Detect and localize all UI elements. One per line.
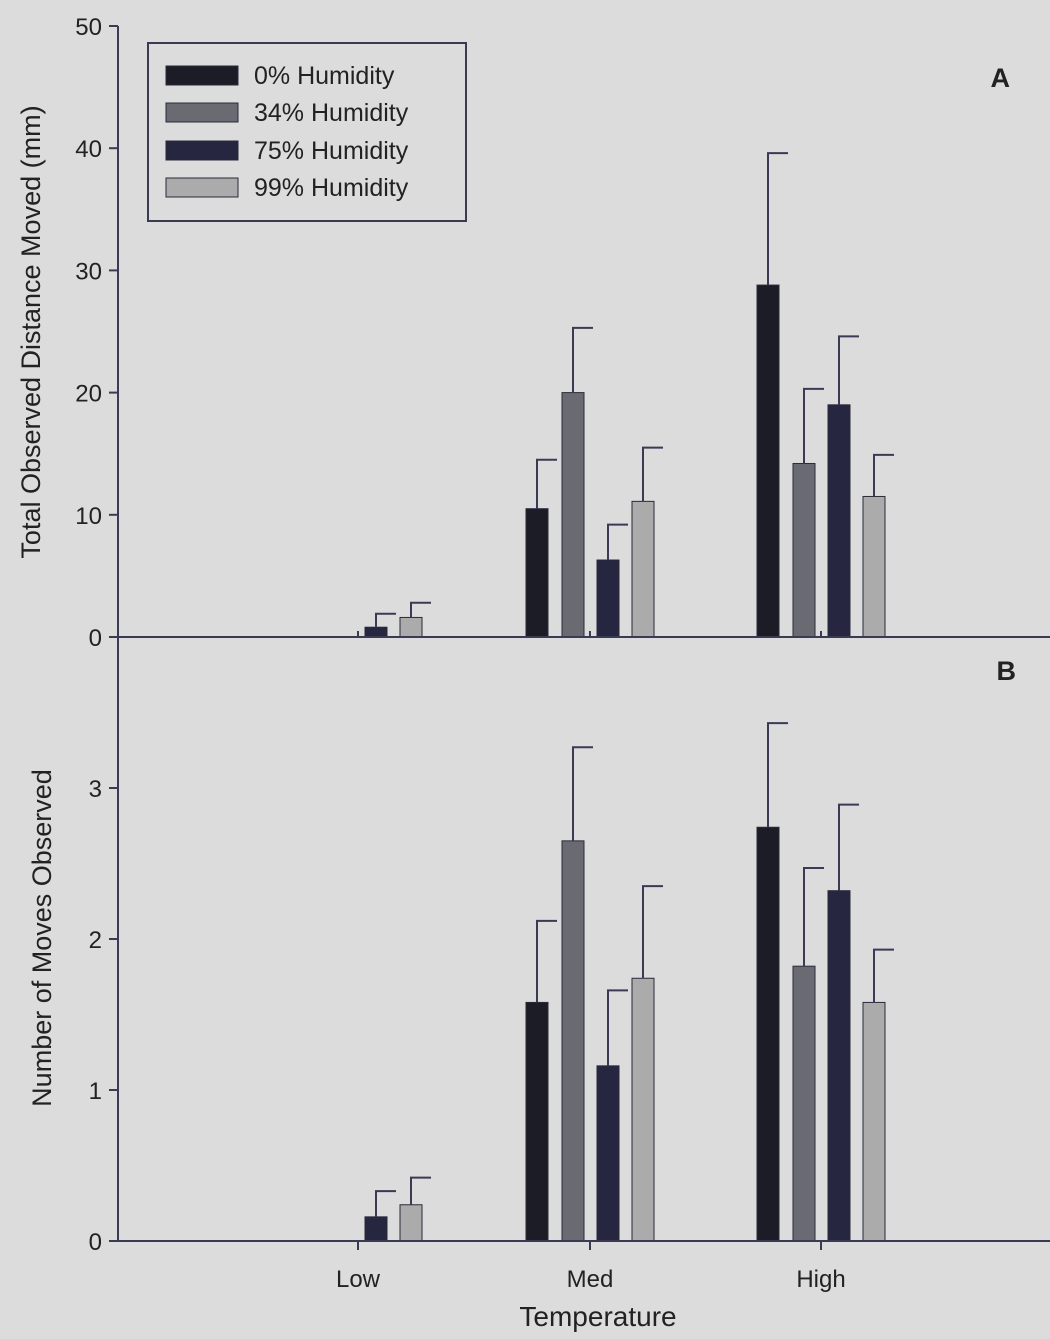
legend-label-0: 0% Humidity — [254, 62, 395, 90]
panel-a-y-axis-title: Total Observed Distance Moved (mm) — [16, 105, 46, 558]
x-tick-label-med: Med — [567, 1266, 614, 1293]
panel-a-y-tick-label: 40 — [75, 136, 102, 163]
panel-a-bar — [827, 404, 851, 638]
panel-a-bar — [862, 495, 886, 638]
panel-a-y-tick-label: 0 — [89, 625, 102, 652]
x-tick-label-low: Low — [336, 1266, 381, 1293]
panel-b-bar — [756, 826, 780, 1242]
panel-b-y-tick-label: 1 — [89, 1078, 102, 1105]
panel-a-bar — [631, 500, 655, 638]
panel-b-bar — [525, 1001, 549, 1242]
legend-swatch-2 — [165, 140, 239, 161]
panel-a-label: A — [991, 63, 1011, 93]
legend-label-1: 34% Humidity — [254, 99, 409, 127]
panel-b-bar — [827, 890, 851, 1242]
panel-a-y-tick-label: 10 — [75, 503, 102, 530]
bars-layer — [364, 152, 894, 1242]
panel-b-bar — [561, 840, 585, 1242]
panel-b-bar — [862, 1001, 886, 1242]
x-tick-label-high: High — [796, 1266, 845, 1293]
panel-b-y-axis-title: Number of Moves Observed — [27, 769, 57, 1107]
panel-b-y-tick-label: 2 — [89, 927, 102, 954]
x-axis-title: Temperature — [519, 1301, 676, 1332]
panel-a-bar — [792, 462, 816, 638]
panel-b-bar — [399, 1204, 423, 1242]
panel-b-bar — [792, 965, 816, 1242]
panel-b-y-tick-label: 0 — [89, 1229, 102, 1256]
legend-label-2: 75% Humidity — [254, 137, 409, 165]
panel-a-y-tick-label: 30 — [75, 258, 102, 285]
legend-swatch-1 — [165, 102, 239, 123]
legend-swatch-0 — [165, 65, 239, 86]
panel-a-bar — [596, 559, 620, 638]
panel-a-bar — [525, 508, 549, 638]
panel-b-bar — [364, 1216, 388, 1242]
panel-b-bar — [631, 977, 655, 1242]
panel-b-bar — [596, 1065, 620, 1242]
panel-a-bar — [561, 392, 585, 638]
legend: 0% Humidity 34% Humidity 75% Humidity 99… — [147, 42, 467, 222]
panel-a-bar — [364, 626, 388, 638]
legend-swatch-3 — [165, 177, 239, 198]
panel-b-label: B — [997, 656, 1017, 686]
panel-a-y-tick-label: 50 — [75, 14, 102, 41]
panel-a-bar — [756, 284, 780, 638]
axes-layer: 0 10 20 30 40 50 0 1 2 3 — [75, 14, 1050, 1256]
panel-b-y-tick-label: 3 — [89, 776, 102, 803]
panel-a-bar — [399, 616, 423, 638]
panel-a-y-tick-label: 20 — [75, 381, 102, 408]
legend-label-3: 99% Humidity — [254, 174, 409, 202]
